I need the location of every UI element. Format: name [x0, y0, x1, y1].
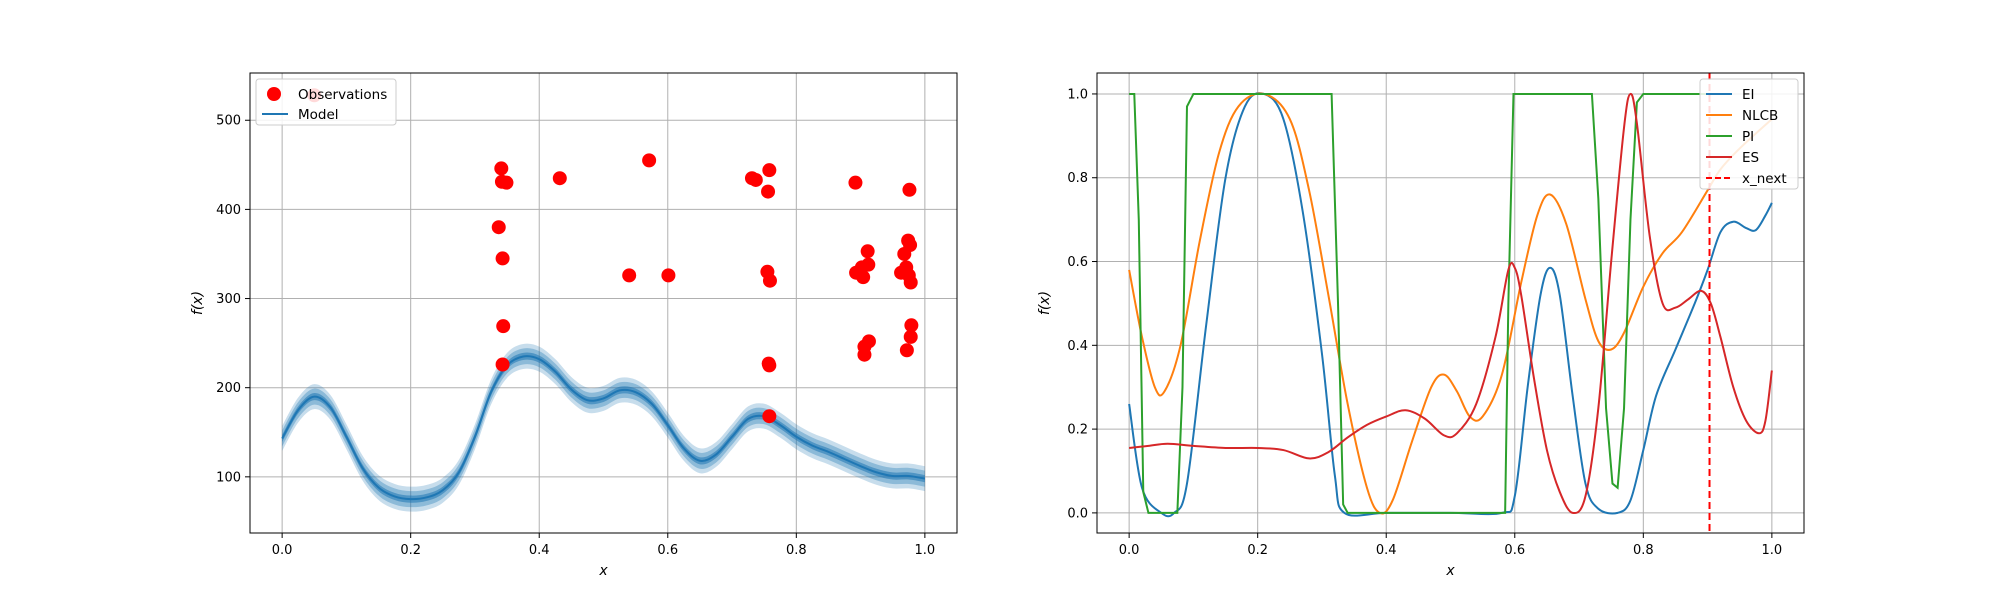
ticks: 0.0 0.2 0.4 0.6 0.8 1.0 0.0 0.2 0.4 0.6 0.8 1.0 — [1067, 87, 1782, 558]
observation-point — [622, 268, 637, 283]
observation-point — [903, 275, 918, 290]
model-panel: 0.0 0.2 0.4 0.6 0.8 1.0 100 200 300 400 500 x f(x) Ob… — [190, 72, 958, 579]
legend-label: Observations — [298, 87, 387, 103]
x-tick-label: 0.2 — [400, 543, 421, 558]
legend: EI NLCB PI ES x_next — [1699, 78, 1799, 190]
y-tick-label: 500 — [216, 114, 241, 129]
observation-point — [496, 319, 511, 334]
x-tick-label: 0.6 — [1504, 543, 1525, 558]
acq-line-ei — [1128, 92, 1773, 518]
observation-point — [552, 171, 567, 186]
x-tick-label: 0.4 — [529, 543, 550, 558]
observation-point — [661, 268, 676, 283]
legend-box — [1699, 78, 1799, 190]
observation-point — [857, 347, 872, 362]
y-tick-label: 400 — [216, 203, 241, 218]
legend: Observations Model — [255, 78, 397, 126]
observation-point — [762, 163, 777, 178]
observation-point — [903, 329, 918, 344]
observation-point — [903, 238, 918, 253]
plot-area — [1097, 73, 1804, 533]
observation-point — [642, 153, 657, 168]
x-tick-label: 0.8 — [786, 543, 807, 558]
observation-point — [860, 244, 875, 259]
grid — [250, 73, 957, 533]
x-tick-label: 1.0 — [1762, 543, 1783, 558]
ticks: 0.0 0.2 0.4 0.6 0.8 1.0 100 200 300 400 500 — [216, 114, 935, 558]
x-tick-label: 0.6 — [657, 543, 678, 558]
x-tick-label: 1.0 — [915, 543, 936, 558]
legend-label: Model — [298, 107, 339, 123]
x-tick-label: 0.8 — [1633, 543, 1654, 558]
y-axis-label: f(x) — [1037, 291, 1053, 315]
observation-point — [861, 257, 876, 272]
x-tick-label: 0.4 — [1376, 543, 1397, 558]
y-tick-label: 100 — [216, 470, 241, 485]
observation-point — [748, 172, 763, 187]
observation-point — [499, 175, 514, 190]
legend-label: x_next — [1742, 171, 1787, 187]
observation-point — [899, 343, 914, 358]
y-tick-label: 200 — [216, 381, 241, 396]
y-tick-label: 1.0 — [1067, 87, 1088, 102]
y-tick-label: 0.6 — [1067, 255, 1088, 270]
legend-label: EI — [1742, 87, 1755, 103]
observation-point — [495, 357, 510, 372]
legend-box — [255, 78, 397, 126]
observation-point — [861, 334, 876, 349]
x-tick-label: 0.0 — [1119, 543, 1140, 558]
observation-point — [848, 175, 863, 190]
observation-point — [902, 182, 917, 197]
acquisition-panel: 0.0 0.2 0.4 0.6 0.8 1.0 0.0 0.2 0.4 0.6 0.8 1.0 x f(x… — [1037, 72, 1805, 579]
data-layer — [281, 88, 926, 512]
observation-point — [494, 161, 509, 176]
observation-point — [762, 409, 777, 424]
x-axis-label: x — [598, 563, 608, 579]
observation-point — [904, 318, 919, 333]
y-tick-label: 300 — [216, 292, 241, 307]
observation-point — [761, 184, 776, 199]
model-band — [282, 343, 925, 512]
acq-line-nlcb — [1128, 92, 1773, 515]
legend-label: ES — [1742, 150, 1759, 166]
y-tick-label: 0.4 — [1067, 339, 1088, 354]
y-tick-label: 0.8 — [1067, 171, 1088, 186]
y-tick-label: 0.0 — [1067, 506, 1088, 521]
x-axis-label: x — [1445, 563, 1455, 579]
data-layer — [1128, 73, 1773, 533]
y-axis-label: f(x) — [190, 291, 206, 315]
legend-marker-observations — [267, 87, 281, 101]
axes-frame — [249, 72, 958, 534]
x-tick-label: 0.0 — [272, 543, 293, 558]
y-tick-label: 0.2 — [1067, 423, 1088, 438]
model-line — [281, 355, 926, 501]
legend-label: NLCB — [1742, 108, 1778, 124]
acq-line-es — [1129, 92, 1773, 515]
observation-point — [762, 358, 777, 373]
observation-point — [495, 251, 510, 266]
legend-label: PI — [1742, 129, 1754, 145]
acq-line-pi — [1129, 92, 1708, 514]
x-tick-label: 0.2 — [1247, 543, 1268, 558]
observation-point — [491, 220, 506, 235]
observation-point — [762, 273, 777, 288]
observation-point — [856, 270, 871, 285]
axes-frame — [1096, 72, 1805, 534]
